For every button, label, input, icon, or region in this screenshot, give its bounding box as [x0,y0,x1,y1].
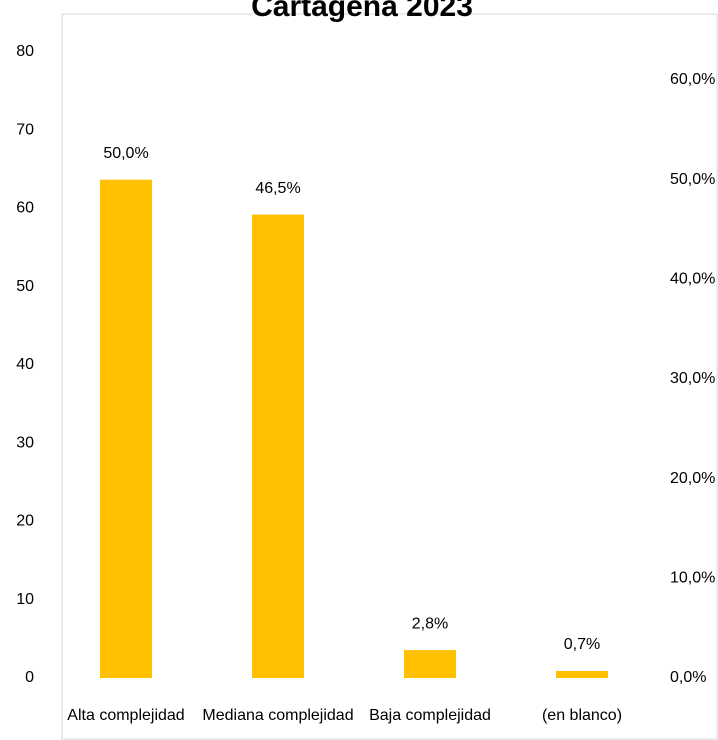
y-tick-label: 60 [16,200,34,217]
value-label: 2,8% [412,615,448,632]
y-tick-label: 80 [16,43,34,60]
y-tick-label: 50 [16,278,34,295]
y-tick-label: 20 [16,513,34,530]
y2-tick-label: 60,0% [670,71,715,88]
value-label: 46,5% [255,180,300,197]
y-tick-label: 30 [16,434,34,451]
bar [100,179,152,678]
bar [404,650,456,678]
x-tick-label: Mediana complejidad [202,707,353,724]
y2-tick-label: 50,0% [670,171,715,188]
y-tick-label: 70 [16,121,34,138]
y2-tick-label: 10,0% [670,570,715,587]
y2-tick-label: 30,0% [670,370,715,387]
chart-title: Cartagena 2023 [251,0,473,23]
value-label: 0,7% [564,636,600,653]
y-tick-label: 10 [16,591,34,608]
chart-frame [61,13,718,740]
y2-tick-label: 0,0% [670,669,706,686]
x-tick-label: Alta complejidad [67,707,184,724]
bar [252,214,304,679]
y2-tick-label: 40,0% [670,271,715,288]
x-tick-label: Baja complejidad [369,707,491,724]
value-label: 50,0% [103,145,148,162]
y-tick-label: 40 [16,356,34,373]
bar [556,671,608,678]
x-tick-label: (en blanco) [542,707,622,724]
y2-tick-label: 20,0% [670,470,715,487]
y-tick-label: 0 [25,669,34,686]
